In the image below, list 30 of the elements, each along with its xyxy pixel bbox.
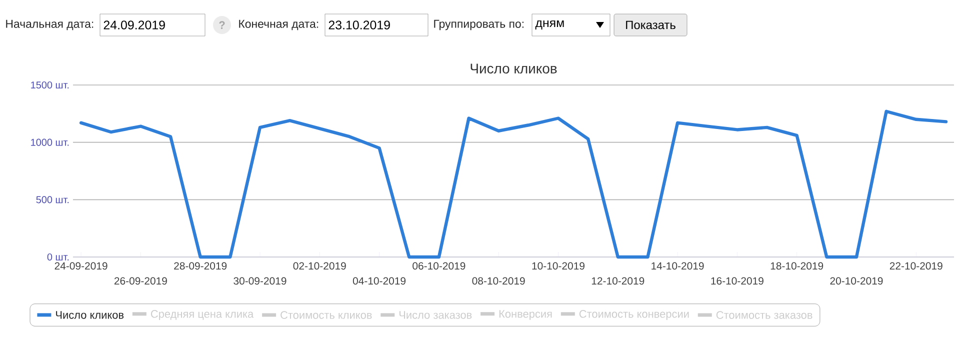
line-series xyxy=(79,110,948,259)
x-tick-label: 24-09-2019 xyxy=(54,262,108,270)
y-tick-label: 500 шт. xyxy=(36,196,69,204)
text: Конечная дата: xyxy=(239,20,318,30)
x-tick-label: 20-10-2019 xyxy=(830,277,883,285)
x-tick-label: 06-10-2019 xyxy=(412,262,466,270)
y-tick-label: 0 шт. xyxy=(47,253,69,261)
x-tick-label: 02-10-2019 xyxy=(293,262,346,270)
x-tick-label: 30-09-2019 xyxy=(234,277,286,285)
x-tick-label: 14-10-2019 xyxy=(652,262,704,270)
text: дням xyxy=(535,20,564,30)
x-tick-label: 26-09-2019 xyxy=(114,277,167,285)
text: Показать xyxy=(626,20,676,30)
x-tick-label: 08-10-2019 xyxy=(472,277,525,285)
x-tick-label: 16-10-2019 xyxy=(711,277,764,285)
x-tick-label: 10-10-2019 xyxy=(532,262,584,270)
x-tick-label: 12-10-2019 xyxy=(592,277,644,285)
text: Начальная дата: xyxy=(6,20,94,30)
legend-label: Число кликов xyxy=(56,311,124,319)
y-tick-label: 1500 шт. xyxy=(31,81,69,89)
text: 24.09.2019 xyxy=(104,20,165,30)
y-tick-label: 1000 шт. xyxy=(31,138,69,146)
chart-title: Число кликов xyxy=(470,64,557,74)
x-tick-label: 28-09-2019 xyxy=(174,262,227,270)
text: 23.10.2019 xyxy=(328,20,390,30)
x-tick-label: 18-10-2019 xyxy=(770,262,824,270)
text: ? xyxy=(219,21,225,29)
x-tick-label: 04-10-2019 xyxy=(352,277,406,285)
text: Группировать по: xyxy=(434,20,524,30)
x-tick-label: 22-10-2019 xyxy=(890,262,942,270)
